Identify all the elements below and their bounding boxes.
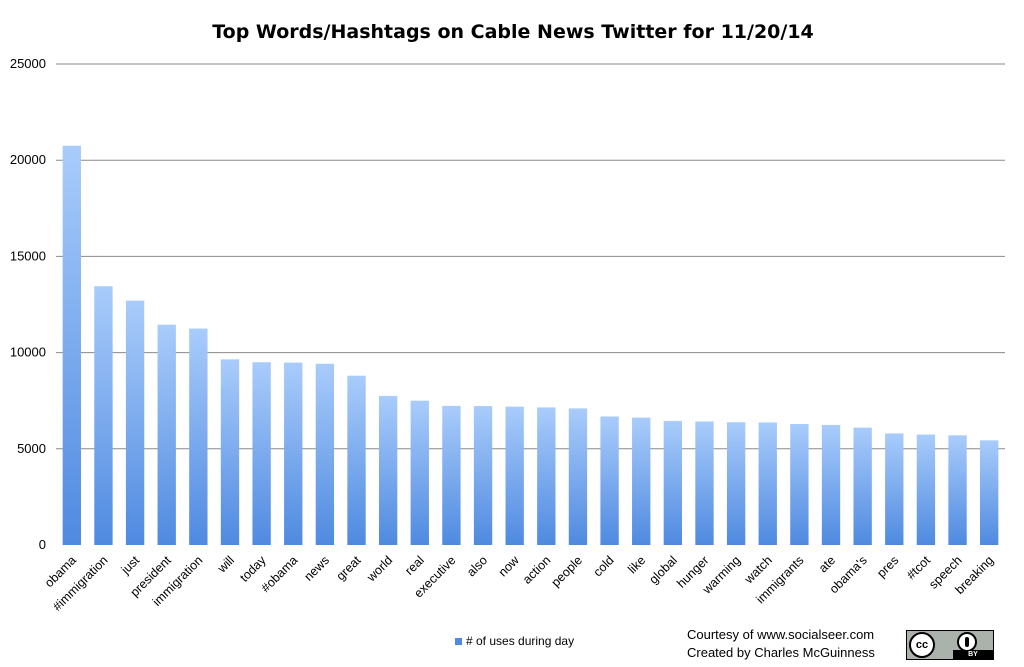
bar-people xyxy=(568,408,588,545)
bar-will xyxy=(220,359,240,545)
category-label: real xyxy=(402,553,427,578)
chart-title: Top Words/Hashtags on Cable News Twitter… xyxy=(212,21,814,43)
bar-hunger xyxy=(695,421,714,545)
credits: Courtesy of www.socialseer.com Created b… xyxy=(687,626,875,662)
legend-label: # of uses during day xyxy=(466,634,575,648)
category-label: world xyxy=(364,553,396,585)
credits-line-2: Created by Charles McGuinness xyxy=(687,645,875,660)
bar-action xyxy=(537,407,556,545)
bar-president xyxy=(157,324,176,545)
category-label: pres xyxy=(874,553,901,580)
bar-tcot xyxy=(916,434,936,545)
bar-now xyxy=(505,406,524,545)
y-axis-ticks: 0 5000 10000 15000 20000 25000 xyxy=(10,56,46,552)
category-label: action xyxy=(520,553,554,587)
category-label: now xyxy=(496,553,523,580)
bar-watch xyxy=(758,422,777,545)
cc-icon: cc xyxy=(909,632,935,658)
category-label: people xyxy=(549,553,585,589)
category-labels: obama#immigration justpresidentimmigratio… xyxy=(42,553,996,614)
bar-great xyxy=(347,375,366,545)
attribution-person-icon xyxy=(957,632,977,652)
bar-obama xyxy=(62,145,81,545)
category-label: news xyxy=(301,553,332,584)
bar-global xyxy=(663,420,683,545)
bar-obama xyxy=(284,362,303,545)
category-label: like xyxy=(625,553,648,576)
bar-news xyxy=(315,363,335,545)
bar-immigration xyxy=(94,286,113,545)
bar-executive xyxy=(442,405,461,545)
category-label: ate xyxy=(816,553,838,575)
bar-speech xyxy=(948,435,967,545)
bar-like xyxy=(632,417,651,545)
bar-world xyxy=(378,395,398,545)
bar-obamas xyxy=(853,427,872,545)
y-tick-label: 0 xyxy=(39,537,46,552)
y-tick-label: 20000 xyxy=(10,152,46,167)
bar-just xyxy=(125,300,145,545)
bar-today xyxy=(252,362,271,545)
y-tick-label: 10000 xyxy=(10,345,46,360)
category-label: great xyxy=(334,553,364,583)
legend-swatch xyxy=(455,637,462,645)
bar-pres xyxy=(885,433,904,545)
bar-immigrants xyxy=(790,423,809,545)
category-label: will xyxy=(214,553,237,576)
bar-warming xyxy=(726,422,746,545)
bar-immigration xyxy=(189,328,208,545)
by-label: BY xyxy=(953,650,993,659)
bar-cold xyxy=(600,416,619,545)
category-label: also xyxy=(464,553,490,579)
legend: # of uses during day xyxy=(455,634,574,648)
gridlines xyxy=(56,63,1005,450)
bar-breaking xyxy=(980,440,999,545)
credits-line-1: Courtesy of www.socialseer.com xyxy=(687,627,875,642)
bars xyxy=(62,145,999,545)
y-tick-label: 25000 xyxy=(10,56,46,71)
bar-real xyxy=(410,400,429,545)
bar-also xyxy=(473,406,493,545)
category-label: just xyxy=(118,553,143,578)
y-tick-label: 5000 xyxy=(17,441,46,456)
y-tick-label: 15000 xyxy=(10,248,46,263)
bar-ate xyxy=(821,424,841,545)
creative-commons-by-icon: cc BY xyxy=(906,630,994,660)
category-label: cold xyxy=(591,553,617,579)
